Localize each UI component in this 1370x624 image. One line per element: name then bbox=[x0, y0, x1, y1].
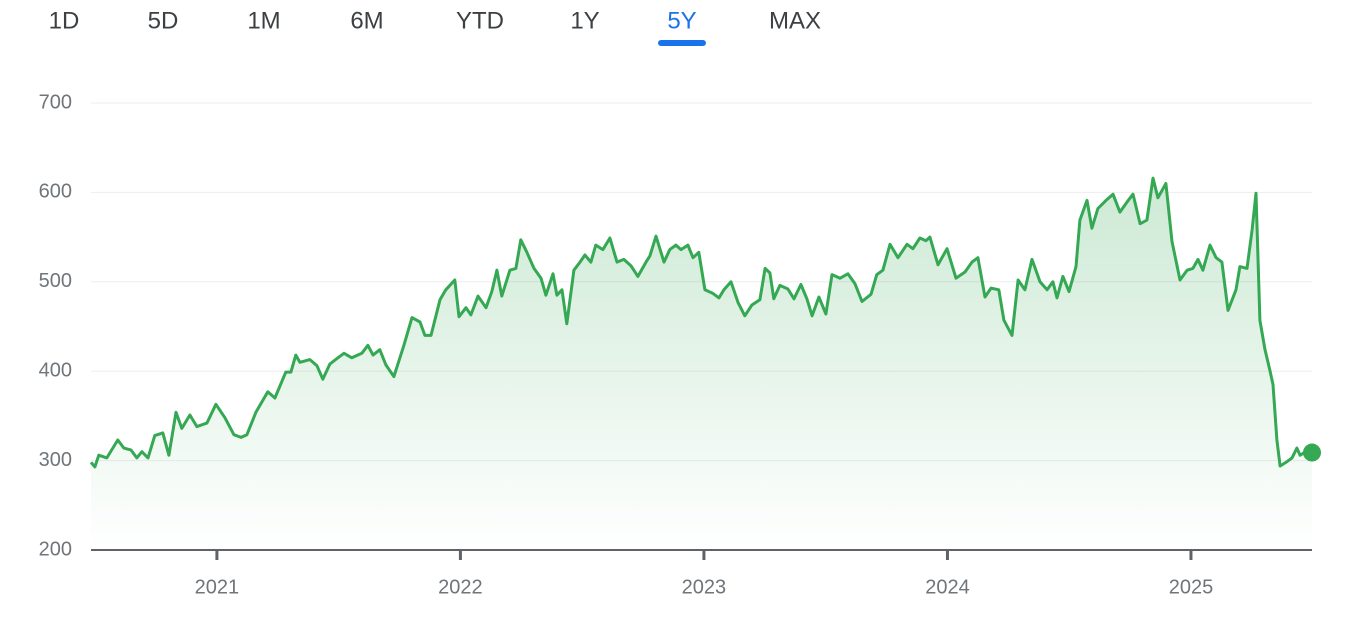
range-tab[interactable]: 6M bbox=[350, 7, 383, 34]
y-tick-label: 200 bbox=[39, 538, 72, 560]
x-tick-label: 2021 bbox=[195, 576, 240, 598]
range-tabs: 1D 5D 1M 6M YTD 1Y 5Y MAX bbox=[49, 7, 821, 46]
x-tick-label: 2025 bbox=[1169, 576, 1214, 598]
last-point bbox=[1303, 443, 1321, 462]
x-tick-label: 2022 bbox=[438, 576, 483, 598]
x-tick-label: 2023 bbox=[682, 576, 727, 598]
selected-tab-indicator bbox=[658, 40, 706, 46]
range-tab[interactable]: YTD bbox=[456, 7, 504, 34]
range-tab[interactable]: 5D bbox=[148, 7, 179, 34]
range-tab[interactable]: 1M bbox=[247, 7, 280, 34]
range-tab[interactable]: MAX bbox=[769, 7, 821, 34]
range-tab[interactable]: 5Y bbox=[667, 7, 696, 34]
range-tab[interactable]: 1Y bbox=[570, 7, 599, 34]
plot: 200 300 400 500 600 700 2021 2022 2023 2024 2025 bbox=[39, 91, 1321, 598]
x-tick-label: 2024 bbox=[925, 576, 970, 598]
y-tick-label: 600 bbox=[39, 181, 72, 203]
y-tick-label: 400 bbox=[39, 359, 72, 381]
y-tick-label: 700 bbox=[39, 91, 72, 113]
area-fill bbox=[91, 178, 1312, 550]
y-tick-label: 300 bbox=[39, 449, 72, 471]
y-tick-label: 500 bbox=[39, 270, 72, 292]
range-tab[interactable]: 1D bbox=[49, 7, 80, 34]
price-line bbox=[89, 176, 1313, 469]
